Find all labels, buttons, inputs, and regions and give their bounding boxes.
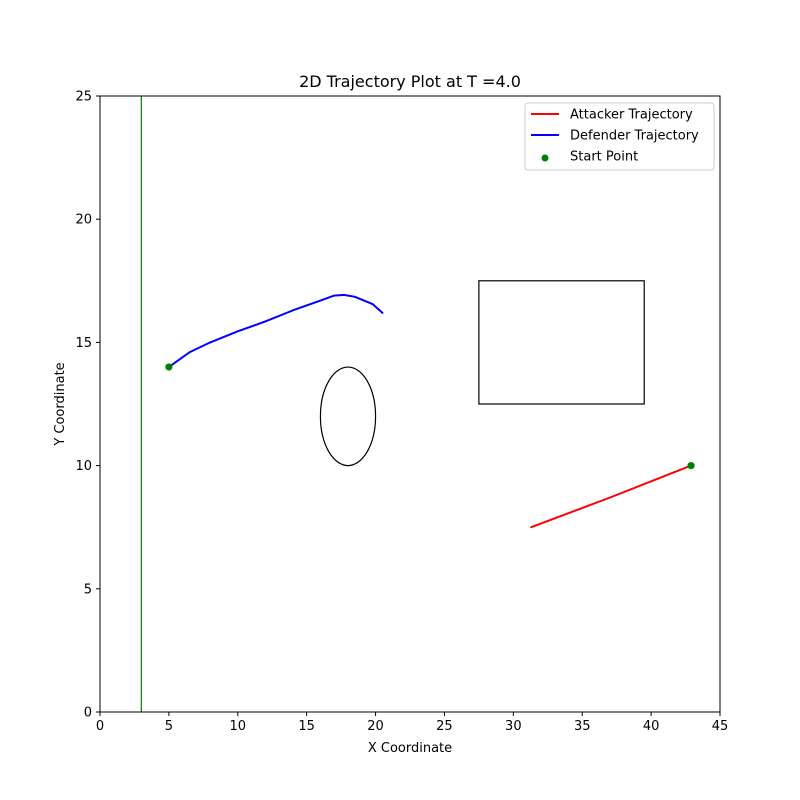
legend-swatch-marker [541,154,549,162]
y-axis-label: Y Coordinate [53,362,68,446]
x-tick-label: 35 [574,719,591,734]
ellipse-obstacle [319,366,377,467]
legend-entry-label: Defender Trajectory [570,129,699,144]
y-tick-label: 25 [75,90,92,105]
x-tick-label: 20 [367,719,384,734]
y-tick-label: 5 [84,582,92,597]
plot-area [140,96,695,712]
plot-layer [140,96,695,712]
x-tick-label: 10 [230,719,247,734]
x-tick-label: 40 [643,719,660,734]
y-tick-label: 15 [75,336,92,351]
defender-trajectory-line [167,293,384,369]
legend-frame [524,102,715,171]
x-tick-label: 5 [165,719,173,734]
x-axis-label: X Coordinate [368,741,452,756]
legend: Attacker Trajectory Defender Trajectory St… [524,102,715,171]
legend-entry-label: Start Point [570,150,638,165]
y-tick-label: 10 [75,459,92,474]
x-tick-label: 25 [436,719,453,734]
y-tick-label: 20 [75,213,92,228]
rectangle-obstacle [478,280,645,405]
start-point-marker [165,363,173,371]
y-tick-label: 0 [84,706,92,721]
x-tick-label: 30 [505,719,522,734]
x-tick-label: 15 [298,719,315,734]
attacker-trajectory-line [530,464,693,529]
plot-frame [99,95,721,713]
start-point-marker [687,462,695,470]
axes-layer: 0 5 10 15 20 25 30 35 40 45 0 5 10 15 20 25 [75,90,728,735]
x-tick-label: 0 [96,719,104,734]
legend-entry-label: Attacker Trajectory [570,108,693,123]
x-tick-label: 45 [712,719,729,734]
chart-title: 2D Trajectory Plot at T =4.0 [299,72,521,91]
